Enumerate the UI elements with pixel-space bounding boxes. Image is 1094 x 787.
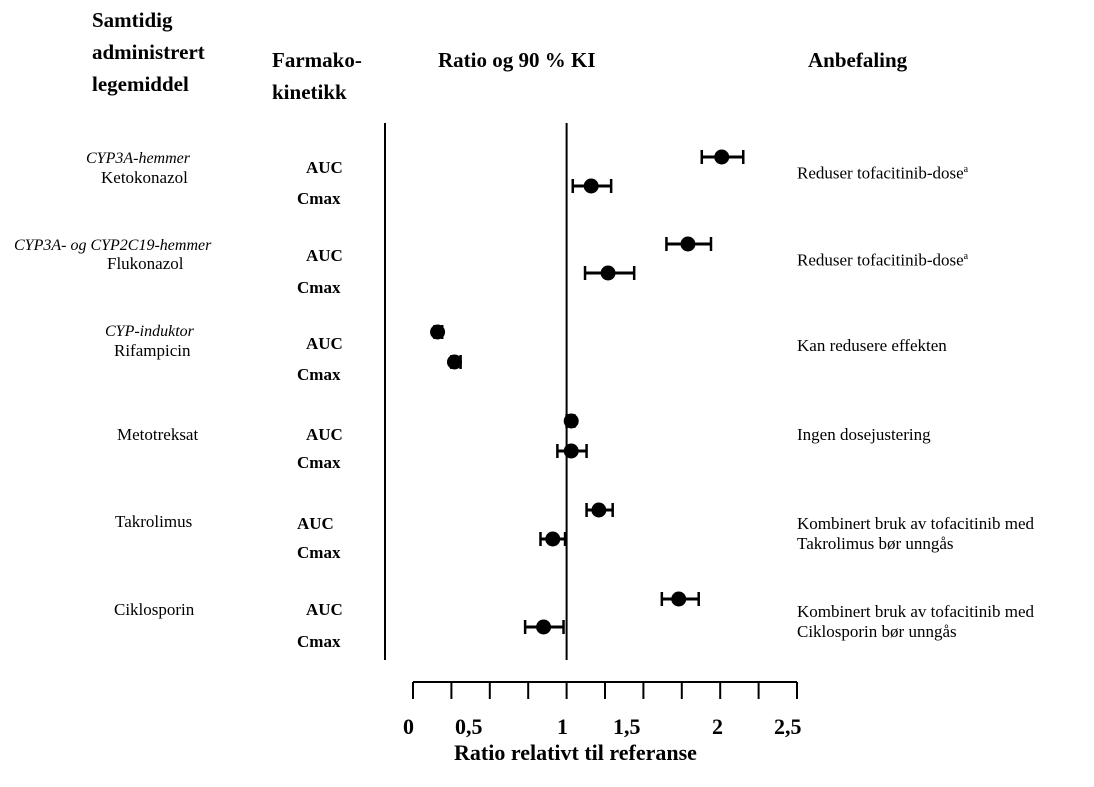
data-point bbox=[563, 413, 579, 429]
recommendation-5: Kombinert bruk av tofacitinib med Takrol… bbox=[797, 514, 1034, 554]
footnote-a: a bbox=[963, 251, 969, 262]
recommendation-5-line1: Kombinert bruk av tofacitinib med bbox=[797, 514, 1034, 533]
x-tick-label: 1,5 bbox=[613, 714, 641, 739]
recommendation-1: Reduser tofacitinib-dosea bbox=[797, 160, 968, 184]
row-drug-5: Takrolimus bbox=[115, 512, 193, 531]
header-pk: Farmako- kinetikk bbox=[272, 44, 362, 108]
recommendation-2: Reduser tofacitinib-dosea bbox=[797, 247, 968, 271]
pk-auc-1: AUC bbox=[306, 158, 343, 177]
pk-auc-3: AUC bbox=[306, 334, 343, 353]
data-point bbox=[563, 443, 579, 459]
row-category-2: CYP3A- og CYP2C19-hemmer bbox=[14, 237, 212, 254]
header-recommendation: Anbefaling bbox=[808, 48, 908, 72]
x-tick-label: 0 bbox=[403, 714, 414, 739]
footnote-a: a bbox=[963, 164, 969, 175]
x-tick-label: 1 bbox=[557, 714, 568, 739]
pk-auc-4: AUC bbox=[306, 425, 343, 444]
row-category-3: CYP-induktor bbox=[105, 323, 194, 340]
recommendation-4: Ingen dosejustering bbox=[797, 425, 931, 444]
recommendation-5-line2: Takrolimus bør unngås bbox=[797, 534, 954, 553]
data-point bbox=[591, 502, 607, 518]
row-drug-2: Flukonazol bbox=[107, 254, 184, 273]
data-point bbox=[680, 236, 696, 252]
pk-cmax-6: Cmax bbox=[297, 632, 341, 651]
x-axis-label: Ratio relativt til referanse bbox=[454, 740, 697, 765]
row-category-1: CYP3A-hemmer bbox=[86, 150, 190, 167]
pk-auc-2: AUC bbox=[306, 246, 343, 265]
recommendation-3: Kan redusere effekten bbox=[797, 336, 947, 355]
header-drug-line1: Samtidig bbox=[92, 8, 173, 32]
data-point bbox=[430, 324, 446, 340]
data-point bbox=[583, 178, 599, 194]
data-point bbox=[714, 149, 730, 165]
x-tick-label: 2 bbox=[712, 714, 723, 739]
data-point bbox=[545, 531, 561, 547]
x-tick-label: 2,5 bbox=[774, 714, 802, 739]
data-point bbox=[600, 265, 616, 281]
row-drug-3: Rifampicin bbox=[114, 341, 191, 360]
recommendation-6-line1: Kombinert bruk av tofacitinib med bbox=[797, 602, 1034, 621]
pk-cmax-2: Cmax bbox=[297, 278, 341, 297]
chart-title: Ratio og 90 % KI bbox=[438, 48, 596, 72]
pk-auc-6: AUC bbox=[306, 600, 343, 619]
recommendation-6: Kombinert bruk av tofacitinib med Ciklos… bbox=[797, 602, 1034, 642]
data-point bbox=[671, 591, 687, 607]
header-drug-line3: legemiddel bbox=[92, 72, 189, 96]
recommendation-2-text: Reduser tofacitinib-dose bbox=[797, 250, 964, 270]
pk-cmax-3: Cmax bbox=[297, 365, 341, 384]
header-drug-line2: administrert bbox=[92, 40, 205, 64]
data-point bbox=[446, 354, 462, 370]
recommendation-1-text: Reduser tofacitinib-dose bbox=[797, 163, 964, 183]
row-drug-6: Ciklosporin bbox=[114, 600, 195, 619]
row-drug-4: Metotreksat bbox=[117, 425, 199, 444]
pk-auc-5: AUC bbox=[297, 514, 334, 533]
pk-cmax-1: Cmax bbox=[297, 189, 341, 208]
x-tick-label: 0,5 bbox=[455, 714, 483, 739]
recommendation-6-line2: Ciklosporin bør unngås bbox=[797, 622, 957, 641]
pk-cmax-5: Cmax bbox=[297, 543, 341, 562]
data-point bbox=[536, 619, 552, 635]
row-drug-1: Ketokonazol bbox=[101, 168, 188, 187]
header-drug: Samtidig administrert legemiddel bbox=[92, 4, 205, 100]
header-pk-line2: kinetikk bbox=[272, 80, 347, 104]
pk-cmax-4: Cmax bbox=[297, 453, 341, 472]
header-pk-line1: Farmako- bbox=[272, 48, 362, 72]
